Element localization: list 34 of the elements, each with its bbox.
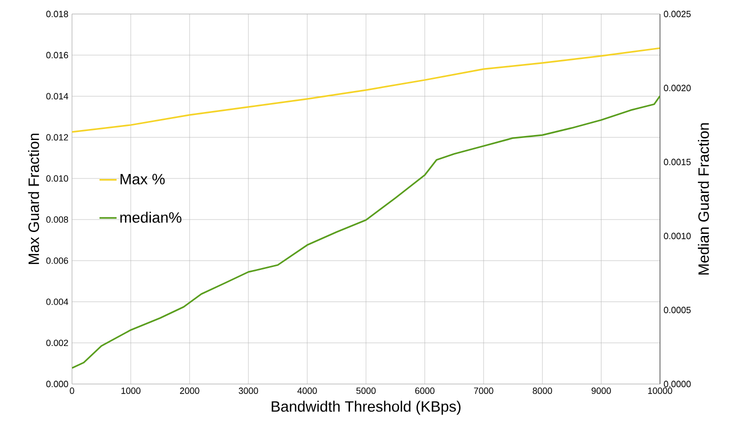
x-tick-label: 4000 (297, 388, 317, 394)
x-tick-label: 3000 (238, 388, 258, 394)
y-tick-label: 0.000 (46, 380, 68, 388)
y2-tick-label: 0.0020 (664, 84, 691, 92)
x-tick-label: 10000 (648, 388, 672, 394)
y-tick-label: 0.008 (46, 216, 68, 223)
y2-tick-label: 0.0000 (664, 380, 691, 388)
line-series (72, 95, 660, 369)
line-series (72, 47, 660, 133)
legend-label: Max % (120, 174, 165, 184)
x-tick-label: 9000 (592, 388, 611, 394)
y-tick-label: 0.004 (46, 298, 68, 305)
y2-axis-title: Median Guard Fraction (698, 123, 709, 274)
y-tick-label: 0.006 (46, 257, 68, 264)
legend-label: median% (120, 212, 182, 223)
y2-tick-label: 0.0010 (664, 232, 691, 240)
x-axis-title: Bandwidth Threshold (KBps) (272, 400, 460, 415)
x-tick-label: 8000 (532, 388, 552, 394)
y-tick-label: 0.012 (46, 134, 68, 141)
y-tick-label: 0.016 (46, 52, 68, 58)
y2-tick-label: 0.0025 (664, 10, 691, 18)
x-tick-label: 5000 (356, 388, 376, 394)
y-tick-label: 0.014 (46, 93, 68, 100)
x-tick-label: 6000 (415, 388, 434, 394)
y-tick-label: 0.002 (46, 340, 68, 346)
y2-tick-label: 0.0015 (664, 158, 691, 166)
y-axis-title: Max Guard Fraction (28, 134, 40, 264)
x-tick-label: 2000 (180, 388, 200, 394)
y2-tick-label: 0.0005 (664, 306, 691, 314)
y-tick-label: 0.018 (46, 10, 68, 18)
x-tick-label: 0 (70, 388, 74, 394)
x-tick-label: 1000 (121, 388, 140, 394)
x-tick-label: 7000 (474, 388, 494, 394)
y-tick-label: 0.010 (46, 175, 68, 182)
